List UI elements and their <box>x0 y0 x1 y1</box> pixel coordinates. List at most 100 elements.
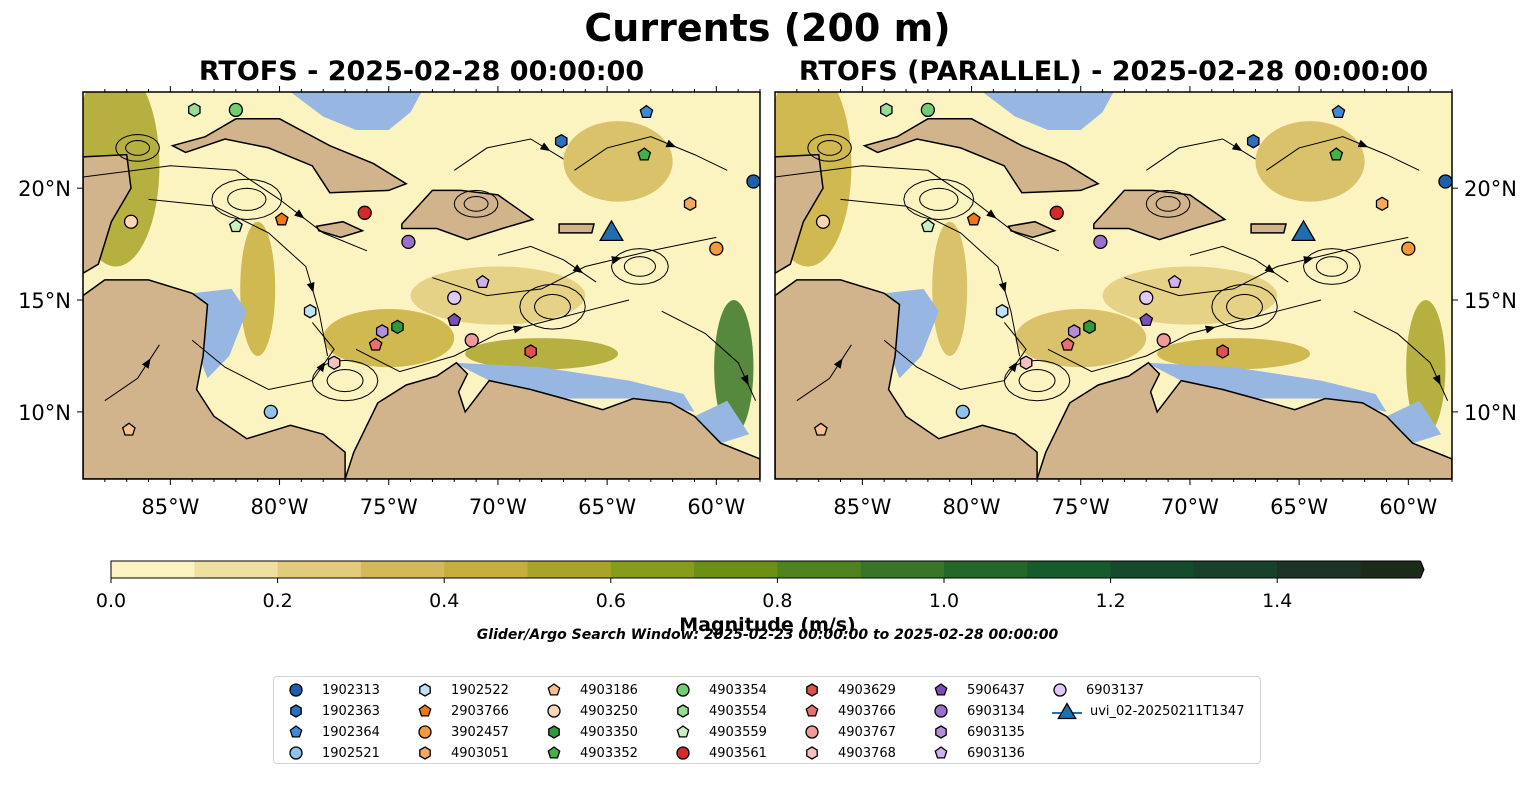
y-tick-label: 15°N <box>1464 289 1517 313</box>
legend-marker-icon <box>418 725 432 739</box>
legend-item-6903135: 6903135 <box>933 722 1025 742</box>
legend-marker-shape <box>289 746 303 760</box>
current-magnitude-patch <box>1015 308 1147 368</box>
streamline-arrow <box>1303 256 1314 264</box>
legend-item-4903186: 4903186 <box>546 680 638 700</box>
legend-item-4903354: 4903354 <box>675 680 767 700</box>
legend-item-1902522: 1902522 <box>417 680 509 700</box>
eddy-streamline <box>1315 256 1349 277</box>
legend-marker-icon <box>1052 702 1082 720</box>
legend-marker-icon <box>548 725 560 739</box>
eddy-streamline <box>1145 189 1191 218</box>
yucatan <box>775 153 824 275</box>
current-magnitude-patch <box>932 221 968 356</box>
platform-marker-4903766 <box>1060 337 1075 351</box>
legend-label: 4903767 <box>838 724 896 740</box>
legend-marker-icon <box>419 746 431 760</box>
streamline-arrow <box>986 209 997 219</box>
platform-marker-6903136 <box>475 274 490 289</box>
legend-item-4903250: 4903250 <box>546 701 638 721</box>
bahamas-bank <box>290 92 422 130</box>
legend-label: 6903135 <box>967 724 1025 740</box>
streamline-arrow <box>539 142 551 152</box>
legend-label: 4903768 <box>838 745 896 761</box>
legend-marker-shape <box>934 746 948 759</box>
streamline-arrow <box>611 256 622 264</box>
legend-label: 1902364 <box>322 724 380 740</box>
legend-item-4903768: 4903768 <box>804 743 896 763</box>
legend-marker-icon <box>676 725 690 738</box>
platform-marker-4903186 <box>813 422 828 436</box>
current-streamline <box>883 322 1027 391</box>
platform-marker-4903350 <box>1083 319 1096 335</box>
platform-marker-1902364 <box>639 104 654 119</box>
colorbar-label: Magnitude (m/s) <box>679 614 856 636</box>
platform-marker-6903135 <box>375 324 389 339</box>
legend-marker-shape <box>548 725 560 739</box>
current-streamline <box>840 198 1021 357</box>
trinidad-shelf <box>694 400 750 444</box>
platform-marker-5906437 <box>447 312 462 327</box>
legend-label: 2903766 <box>451 703 509 719</box>
legend-marker-shape <box>547 683 561 696</box>
eddy-streamline <box>1211 283 1278 330</box>
x-tick-label: 60°W <box>1379 495 1437 519</box>
legend-marker-icon <box>290 704 302 718</box>
legend-item-1902363: 1902363 <box>288 701 380 721</box>
trinidad-shelf <box>1386 400 1442 444</box>
platform-marker-1902313 <box>1438 174 1452 189</box>
hispaniola <box>1093 189 1227 241</box>
current-streamline <box>432 236 717 297</box>
legend-item-6903134: 6903134 <box>933 701 1025 721</box>
platform-marker-4903629 <box>1216 344 1229 359</box>
colorbar-tick-label: 0.8 <box>762 590 792 612</box>
search-window-note: Glider/Argo Search Window: 2025-02-23 00… <box>476 627 1059 643</box>
legend-marker-icon <box>934 704 948 718</box>
x-tick-label: 80°W <box>251 495 309 519</box>
colorbar-segment <box>1277 561 1361 578</box>
platform-marker-2903766 <box>274 212 289 226</box>
legend-marker-icon <box>547 746 561 759</box>
platform-marker-4903250 <box>815 214 831 229</box>
eddy-streamline <box>115 133 160 162</box>
legend-label: 1902363 <box>322 703 380 719</box>
legend-marker-shape <box>1053 683 1067 697</box>
colorbar-outline <box>110 560 1421 579</box>
platform-marker-4903186 <box>121 422 136 436</box>
platform-marker-4903051 <box>683 196 697 212</box>
current-streamline <box>1124 236 1409 297</box>
legend-label: 1902521 <box>322 745 380 761</box>
current-magnitude-patch <box>563 121 673 202</box>
eddy-streamline <box>807 133 852 162</box>
legend-item-3902457: 3902457 <box>417 722 509 742</box>
streamline-arrow <box>665 139 677 148</box>
legend-marker-icon <box>547 683 561 696</box>
legend-item-4903767: 4903767 <box>804 722 896 742</box>
platform-marker-6903137 <box>447 290 462 305</box>
legend-marker-icon <box>289 746 303 760</box>
legend-item-1902521: 1902521 <box>288 743 380 763</box>
platform-marker-1902522 <box>303 303 317 319</box>
legend-item-4903629: 4903629 <box>804 680 896 700</box>
colorbar-tick-label: 0.6 <box>596 590 626 612</box>
colorbar-segment <box>194 561 279 578</box>
current-streamline <box>1266 136 1420 171</box>
legend-marker-shape <box>676 683 690 697</box>
platform-marker-4903250 <box>123 214 139 229</box>
platform-marker-4903350 <box>391 319 404 335</box>
legend-label: 4903250 <box>580 703 638 719</box>
legend-marker-shape <box>935 725 947 739</box>
legend-item-6903137: 6903137 <box>1052 680 1144 700</box>
platform-marker-4903767 <box>1156 333 1171 348</box>
cuba <box>862 118 1100 194</box>
platform-marker-4903766 <box>368 337 383 351</box>
platform-marker-4903354 <box>920 102 936 118</box>
legend-marker-shape <box>934 683 948 696</box>
current-streamline <box>104 344 160 402</box>
legend-marker-icon <box>677 704 689 718</box>
legend-marker-icon <box>806 683 818 697</box>
y-tick-label: 20°N <box>18 177 71 201</box>
current-magnitude-patch <box>410 266 586 325</box>
colorbar-segment <box>694 561 778 578</box>
platform-marker-4903554 <box>880 102 893 118</box>
